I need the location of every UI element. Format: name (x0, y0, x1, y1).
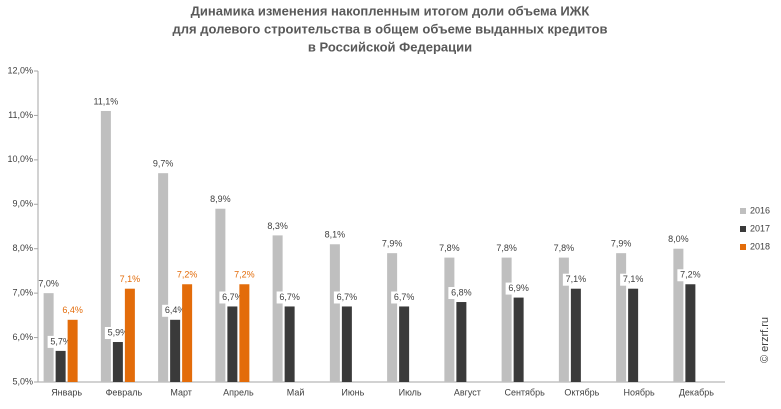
data-label: 8,3% (267, 221, 288, 231)
y-tick-label: 7,0% (12, 288, 33, 298)
bar (341, 306, 352, 382)
bar (239, 284, 250, 382)
bar (501, 257, 512, 382)
data-label: 6,9% (508, 283, 529, 293)
bar (112, 342, 123, 382)
x-tick-label: Сентябрь (504, 387, 545, 397)
bar (570, 288, 581, 382)
y-tick-label: 9,0% (12, 199, 33, 209)
y-tick-label: 12,0% (7, 65, 33, 75)
label-bg (562, 273, 589, 286)
x-tick-label: Июнь (341, 387, 364, 397)
x-tick-label: Июль (399, 387, 422, 397)
data-label: 6,7% (279, 292, 300, 302)
bar (158, 173, 169, 382)
bar (616, 253, 627, 382)
bar (284, 306, 295, 382)
y-tick-label: 8,0% (12, 243, 33, 253)
bar (387, 253, 398, 382)
label-bg (276, 291, 303, 304)
y-tick-label: 11,0% (8, 110, 33, 120)
label-bg (677, 269, 704, 282)
chart-title: в Российской Федерации (308, 39, 472, 54)
x-tick-label: Апрель (223, 387, 254, 397)
data-label: 6,7% (337, 292, 358, 302)
x-tick-label: Август (454, 387, 481, 397)
bar (329, 244, 340, 382)
bar (67, 319, 78, 382)
data-label: 6,8% (451, 287, 472, 297)
legend-swatch (740, 244, 746, 250)
label-bg (47, 335, 74, 348)
bar (272, 235, 283, 382)
bar (673, 248, 684, 382)
x-tick-label: Январь (51, 387, 82, 397)
chart-title: для долевого строительства в общем объем… (173, 21, 608, 36)
data-label: 7,0% (38, 279, 59, 289)
label-bg (448, 287, 475, 300)
bar (444, 257, 455, 382)
data-label: 6,7% (394, 292, 415, 302)
bar (124, 288, 135, 382)
chart-title: Динамика изменения накопленным итогом до… (191, 3, 590, 18)
data-label: 6,7% (222, 292, 243, 302)
data-label: 11,1% (93, 96, 118, 106)
bar (513, 297, 524, 382)
data-label: 9,7% (153, 159, 174, 169)
data-label: 7,2% (680, 270, 701, 280)
data-label: 8,1% (325, 230, 346, 240)
data-label: 5,9% (108, 327, 129, 337)
bar (55, 350, 66, 382)
data-label: 8,9% (210, 194, 231, 204)
bar (227, 306, 238, 382)
data-label: 7,1% (120, 274, 141, 284)
data-label: 8,0% (668, 234, 689, 244)
legend-label: 2017 (750, 223, 770, 233)
bar (100, 110, 111, 382)
data-label: 7,1% (566, 274, 587, 284)
data-label: 7,1% (623, 274, 644, 284)
x-tick-label: Ноябрь (624, 387, 656, 397)
x-tick-label: Март (170, 387, 192, 397)
data-label: 7,2% (234, 270, 255, 280)
data-label: 6,4% (62, 305, 83, 315)
legend-label: 2018 (750, 241, 770, 251)
data-label: 7,9% (382, 239, 403, 249)
label-bg (162, 304, 189, 317)
y-tick-label: 5,0% (12, 376, 33, 386)
bar (685, 284, 696, 382)
data-label: 7,8% (439, 243, 460, 253)
bar (170, 319, 181, 382)
label-bg (104, 327, 131, 340)
data-label: 5,7% (50, 336, 71, 346)
bar (182, 284, 193, 382)
label-bg (391, 291, 418, 304)
bar (628, 288, 639, 382)
legend-swatch (740, 226, 746, 232)
label-bg (505, 282, 532, 295)
data-label: 7,2% (177, 270, 198, 280)
label-bg (219, 291, 246, 304)
x-tick-label: Май (287, 387, 305, 397)
bar (456, 302, 467, 382)
bar (558, 257, 569, 382)
y-tick-label: 10,0% (7, 154, 33, 164)
x-tick-label: Октябрь (564, 387, 599, 397)
data-label: 7,8% (496, 243, 517, 253)
label-bg (333, 291, 360, 304)
y-tick-label: 6,0% (12, 332, 33, 342)
x-tick-label: Февраль (106, 387, 143, 397)
data-label: 7,9% (611, 239, 632, 249)
x-tick-label: Декабрь (679, 387, 714, 397)
watermark: © erzrf.ru (759, 317, 771, 363)
bar (399, 306, 410, 382)
legend-swatch (740, 208, 746, 214)
label-bg (620, 273, 647, 286)
data-label: 7,8% (554, 243, 575, 253)
legend-label: 2016 (750, 205, 770, 215)
data-label: 6,4% (165, 305, 186, 315)
